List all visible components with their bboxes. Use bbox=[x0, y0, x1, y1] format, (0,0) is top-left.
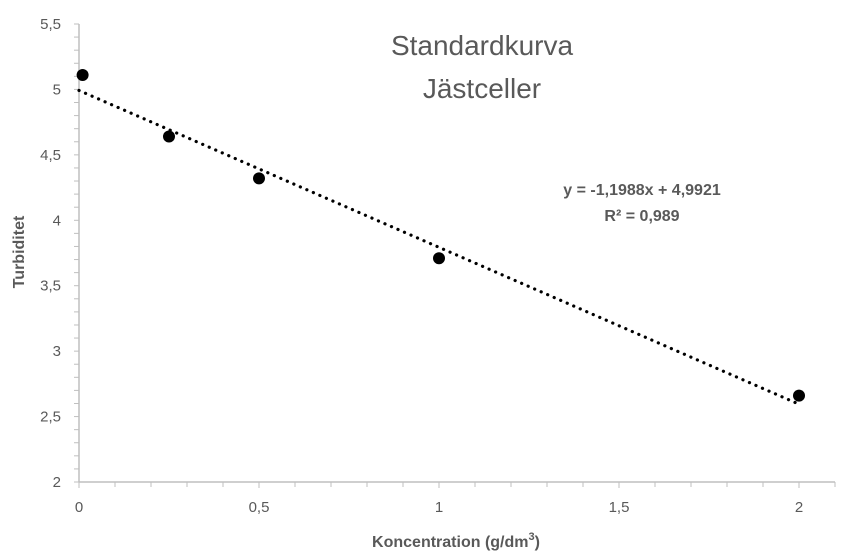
trendline-equation: y = -1,1988x + 4,9921 bbox=[563, 182, 721, 199]
data-points bbox=[76, 69, 805, 402]
y-tick-label: 5 bbox=[53, 81, 61, 98]
x-tick-label: 2 bbox=[795, 499, 803, 516]
y-tick-label: 3,5 bbox=[40, 278, 61, 295]
x-axis-title-main: Koncentration (g/dm bbox=[372, 534, 528, 551]
x-tick-label: 1 bbox=[435, 499, 443, 516]
y-tick-labels: 2 2,5 3 3,5 4 4,5 5 5,5 bbox=[40, 16, 61, 491]
data-point bbox=[76, 69, 89, 82]
x-tick-label: 0 bbox=[75, 499, 83, 516]
x-tick-label: 0,5 bbox=[249, 499, 270, 516]
y-tick-label: 3 bbox=[53, 343, 61, 360]
data-point bbox=[793, 389, 805, 402]
r-squared-label: R² = 0,989 bbox=[604, 208, 679, 225]
x-axis-title: Koncentration (g/dm3) bbox=[372, 531, 540, 551]
data-point bbox=[163, 130, 175, 143]
x-axis-title-end: ) bbox=[535, 534, 540, 551]
data-point bbox=[253, 172, 265, 185]
y-tick-label: 4 bbox=[53, 212, 61, 229]
axes bbox=[74, 23, 836, 488]
x-axis-title-superscript: 3 bbox=[528, 531, 534, 543]
y-axis-title: Turbiditet bbox=[11, 215, 28, 288]
y-tick-label: 2,5 bbox=[40, 409, 61, 426]
y-tick-label: 5,5 bbox=[40, 16, 61, 33]
x-tick-labels: 0 0,5 1 1,5 2 bbox=[75, 499, 803, 516]
trendline bbox=[77, 88, 801, 406]
x-tick-label: 1,5 bbox=[609, 499, 630, 516]
y-tick-label: 4,5 bbox=[40, 147, 61, 164]
y-tick-label: 2 bbox=[53, 474, 61, 491]
data-point bbox=[433, 252, 445, 265]
chart-title-line-2: Jästceller bbox=[423, 73, 541, 104]
chart-title-line-1: Standardkurva bbox=[391, 30, 574, 61]
